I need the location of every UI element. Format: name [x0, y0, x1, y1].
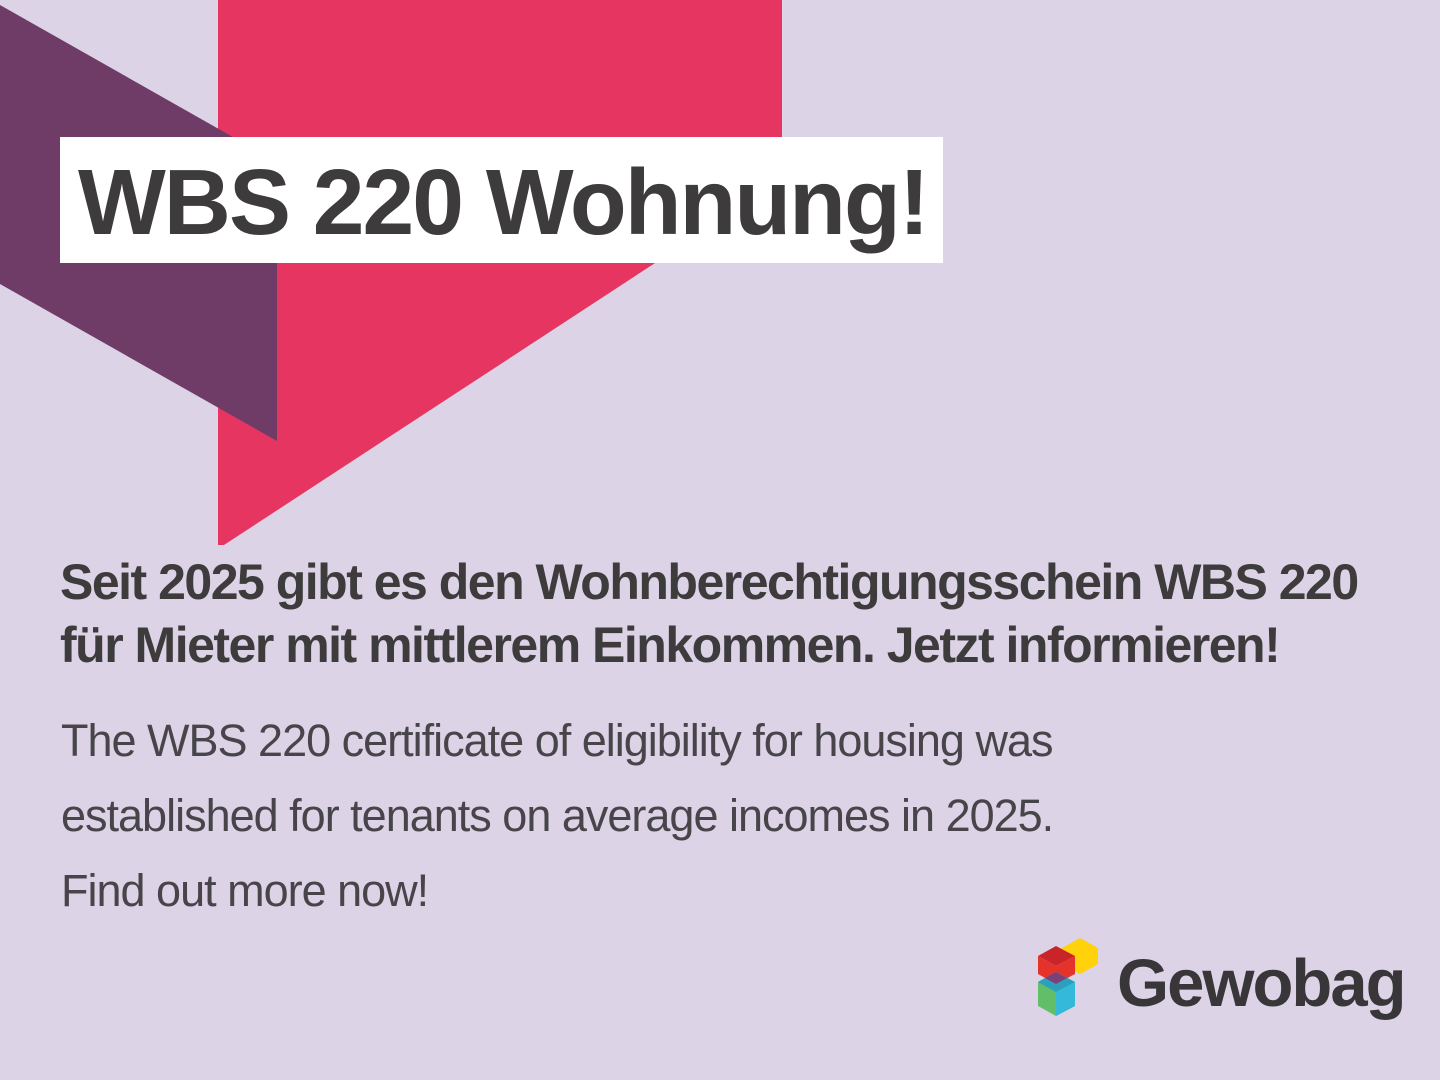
gewobag-wordmark: Gewobag	[1117, 946, 1407, 1021]
body-line-1: The WBS 220 certificate of eligibility f…	[61, 715, 1053, 766]
logo-red-cube-top-face	[1038, 946, 1075, 966]
body-line-3: Find out more now!	[61, 865, 429, 916]
logo-overlap-diamond	[1045, 972, 1067, 984]
body-line-2: established for tenants on average incom…	[61, 790, 1054, 841]
body-text-english: The WBS 220 certificate of eligibility f…	[61, 703, 1054, 928]
logo-cyan-cube-face	[1056, 982, 1075, 1016]
pink-speech-bubble-shape	[218, 0, 782, 545]
subheadline-german: Seit 2025 gibt es den Wohnberechtigungss…	[60, 551, 1359, 677]
headline-band	[60, 137, 943, 263]
gewobag-logo: Gewobag	[1010, 925, 1407, 1025]
gewobag-cubes-icon	[1038, 938, 1098, 1016]
subheadline-line-2: für Mieter mit mittlerem Einkommen. Jetz…	[60, 617, 1281, 673]
subheadline-line-1: Seit 2025 gibt es den Wohnberechtigungss…	[60, 554, 1359, 610]
page-title: WBS 220 Wohnung!	[78, 150, 930, 254]
